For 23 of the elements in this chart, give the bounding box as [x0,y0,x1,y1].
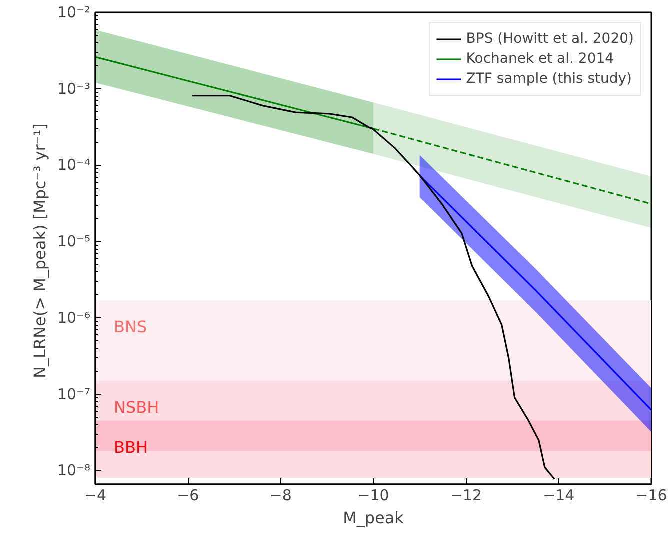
legend-label: Kochanek et al. 2014 [466,51,614,67]
band-label: NSBH [114,398,160,418]
y-tick-label: 10⁻⁶ [57,308,91,327]
x-axis-title: M_peak [343,508,405,528]
legend-label: ZTF sample (this study) [466,71,632,87]
y-tick-label: 10⁻⁵ [57,232,91,251]
x-tick-label: −10 [358,486,390,504]
y-tick-label: 10⁻⁴ [57,156,91,174]
y-tick-label: 10⁻⁷ [57,385,91,404]
x-tick-label: −6 [177,486,200,504]
x-tick-label: −16 [636,486,668,504]
band-label: BBH [114,438,148,458]
x-tick-label: −8 [270,486,292,504]
x-tick-label: −12 [450,486,482,504]
legend-label: BPS (Howitt et al. 2020) [466,31,634,47]
y-tick-label: 10⁻³ [57,80,91,98]
y-tick-label: 10⁻⁸ [57,462,91,480]
x-tick-label: −4 [84,486,107,504]
band-label: BNS [114,318,148,337]
y-tick-label: 10⁻² [57,4,91,22]
line-series [192,95,556,480]
x-tick-label: −14 [543,486,575,504]
y-axis-title: N_LRNe(> M_peak) [Mpc⁻³ yr⁻¹] [30,124,50,378]
